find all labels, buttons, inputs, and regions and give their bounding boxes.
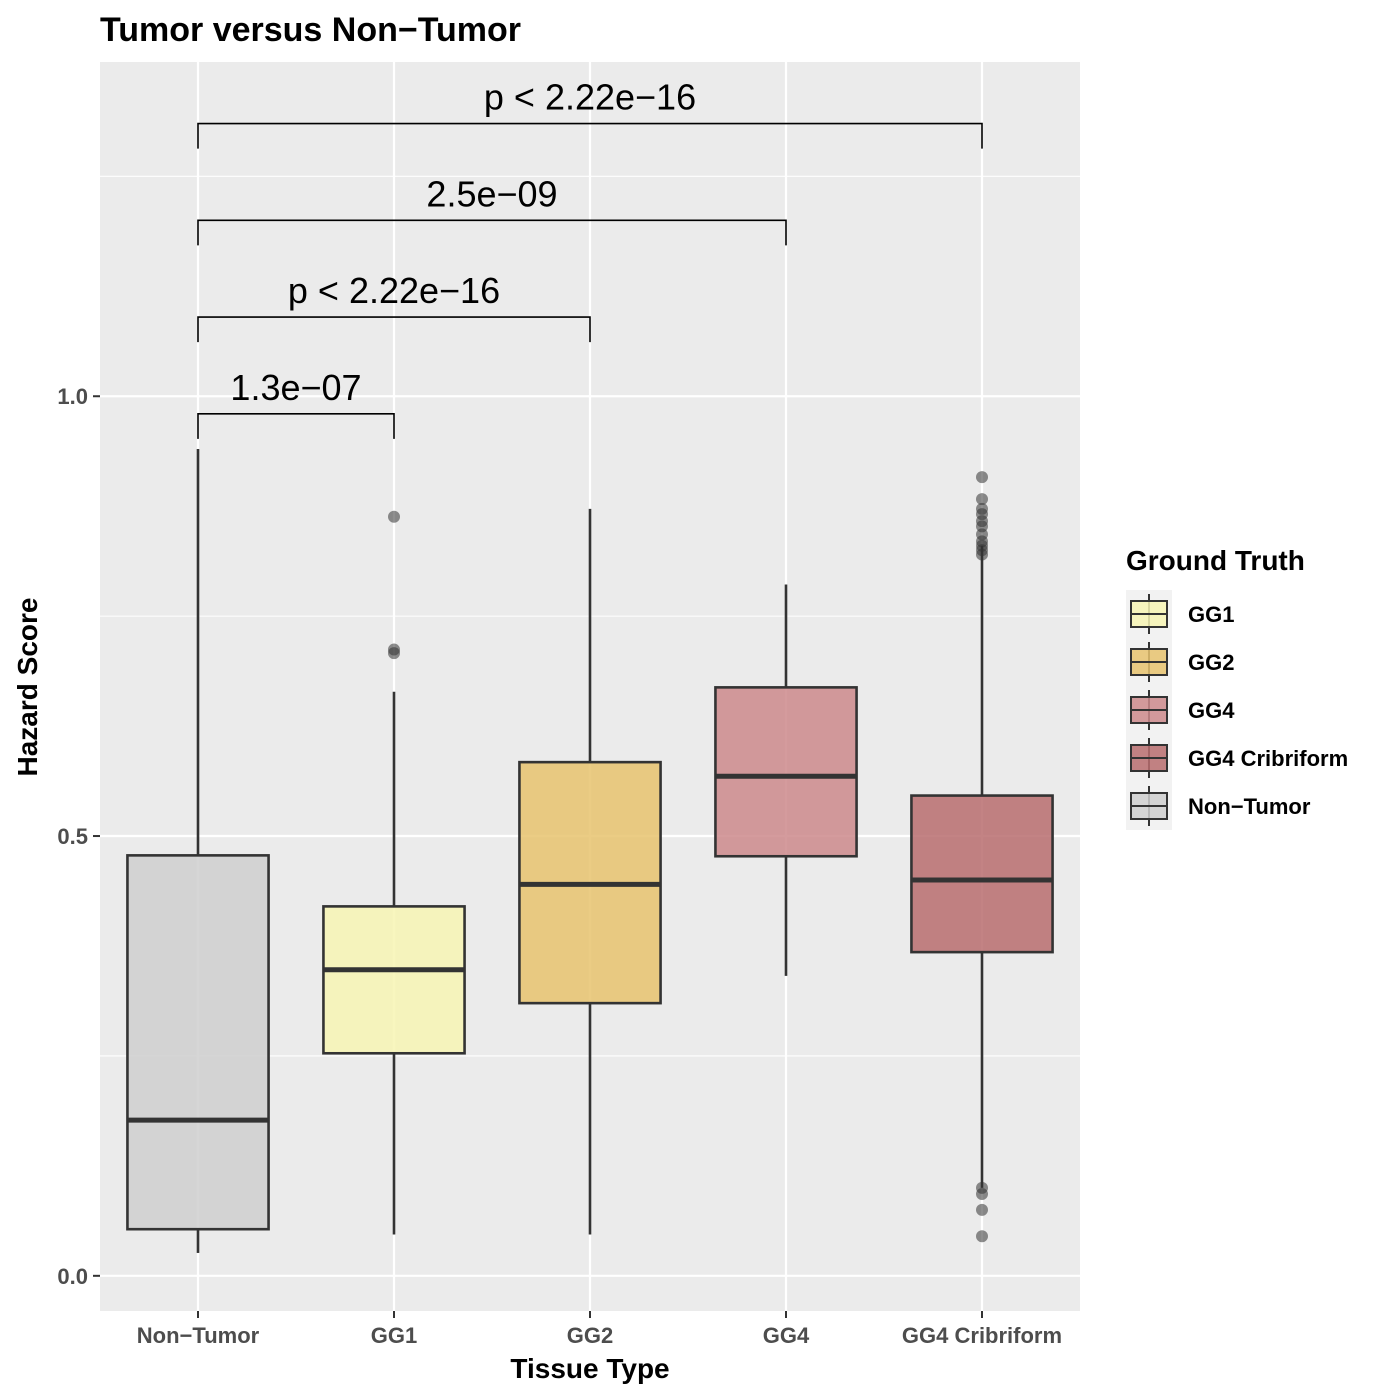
box-iqr: [126, 854, 270, 1231]
box-group: [126, 449, 270, 1253]
box-iqr: [714, 686, 858, 858]
legend-label: GG4: [1188, 698, 1235, 723]
x-tick-label: GG4: [763, 1323, 810, 1348]
p-value-label: 1.3e−07: [230, 367, 361, 408]
legend-title: Ground Truth: [1126, 545, 1305, 576]
p-value-label: 2.5e−09: [426, 173, 557, 214]
p-value-label: p < 2.22e−16: [484, 77, 696, 118]
outlier-point: [388, 510, 400, 523]
legend-label: GG1: [1188, 602, 1234, 627]
y-tick-label: 0.0: [57, 1264, 88, 1289]
outlier-point: [976, 1188, 988, 1201]
outlier-point: [976, 548, 988, 561]
box-iqr: [322, 905, 466, 1055]
outlier-point: [976, 1230, 988, 1243]
x-axis-title: Tissue Type: [510, 1353, 669, 1384]
x-tick-label: GG4 Cribriform: [902, 1323, 1062, 1348]
box-group: [518, 508, 662, 1235]
outlier-point: [976, 1203, 988, 1216]
outlier-point: [976, 471, 988, 484]
x-tick-label: GG2: [567, 1323, 613, 1348]
box-iqr: [910, 794, 1054, 954]
legend-label: Non−Tumor: [1188, 794, 1311, 819]
box-group: [910, 471, 1054, 1243]
chart-title: Tumor versus Non−Tumor: [100, 11, 521, 49]
legend-label: GG2: [1188, 650, 1234, 675]
p-value-label: p < 2.22e−16: [288, 270, 500, 311]
y-tick-label: 0.5: [57, 824, 88, 849]
comparison-bracket: [197, 413, 395, 439]
comparison-bracket: [197, 122, 983, 149]
legend: Ground Truth GG1 GG2 GG4 GG4 Cribriform Non−…: [1126, 545, 1348, 830]
x-tick-label: GG1: [371, 1323, 417, 1348]
y-axis-title: Hazard Score: [12, 598, 43, 777]
x-tick-label: Non−Tumor: [137, 1323, 260, 1348]
outlier-point: [976, 493, 988, 506]
comparison-bracket: [197, 316, 591, 343]
boxes-layer: [126, 449, 1054, 1253]
legend-label: GG4 Cribriform: [1188, 746, 1348, 771]
comparison-bracket: [197, 219, 787, 246]
box-group: [714, 584, 858, 976]
outlier-point: [388, 647, 400, 660]
y-tick-label: 1.0: [57, 384, 88, 409]
box-group: [322, 510, 466, 1235]
comparison-brackets: 1.3e−07 p < 2.22e−16 2.5e−09 p < 2.22e−16: [197, 77, 983, 439]
axes-layer: 0.0 0.5 1.0 Non−Tumor GG1 GG2 GG4 GG4 Cribrifor…: [57, 384, 1062, 1348]
